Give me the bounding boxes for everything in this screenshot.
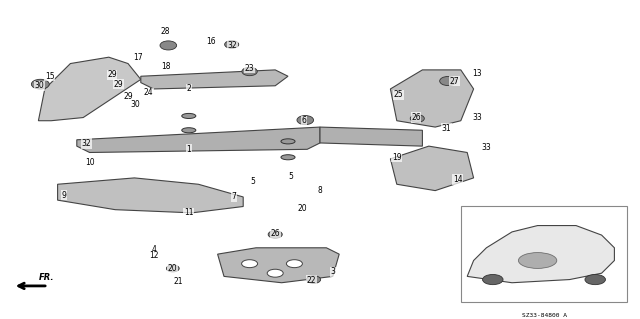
Text: 20: 20 [168, 264, 178, 273]
Text: 20: 20 [297, 204, 307, 212]
Text: 31: 31 [441, 123, 451, 132]
Text: 12: 12 [149, 251, 158, 260]
Text: 26: 26 [270, 229, 280, 238]
Polygon shape [390, 70, 474, 127]
Text: SZ33-84800 A: SZ33-84800 A [522, 313, 566, 318]
Ellipse shape [160, 41, 177, 50]
Text: 14: 14 [452, 175, 463, 184]
Ellipse shape [281, 155, 295, 160]
Text: 5: 5 [250, 177, 255, 186]
Text: 18: 18 [162, 62, 171, 71]
Ellipse shape [31, 79, 49, 89]
Text: 16: 16 [206, 37, 216, 46]
Ellipse shape [242, 260, 258, 268]
Polygon shape [218, 248, 339, 283]
Text: 7: 7 [231, 192, 236, 202]
Text: 5: 5 [289, 172, 294, 181]
Polygon shape [58, 178, 243, 213]
Text: 24: 24 [143, 88, 154, 97]
Ellipse shape [585, 274, 605, 285]
Text: 2: 2 [186, 85, 191, 93]
Text: 25: 25 [394, 90, 404, 99]
Text: 32: 32 [81, 139, 92, 148]
Text: 3: 3 [330, 267, 335, 276]
Bar [461, 206, 627, 302]
Text: 33: 33 [481, 143, 492, 152]
Text: 13: 13 [472, 69, 482, 78]
Text: 9: 9 [61, 191, 67, 200]
Ellipse shape [182, 114, 196, 118]
Text: 30: 30 [35, 81, 45, 90]
Ellipse shape [225, 41, 239, 48]
Ellipse shape [166, 265, 179, 272]
Polygon shape [141, 70, 288, 89]
Ellipse shape [242, 67, 257, 76]
Text: 27: 27 [449, 77, 460, 85]
Text: 10: 10 [84, 158, 95, 167]
Polygon shape [320, 127, 422, 146]
Ellipse shape [440, 77, 456, 85]
Text: 29: 29 [113, 80, 124, 89]
Polygon shape [77, 127, 320, 152]
Ellipse shape [297, 115, 314, 125]
Polygon shape [390, 146, 474, 191]
Text: 21: 21 [173, 277, 182, 286]
Text: 30: 30 [131, 100, 141, 109]
Text: 8: 8 [317, 186, 323, 195]
Text: FR.: FR. [38, 273, 54, 282]
Text: 29: 29 [123, 93, 133, 101]
Ellipse shape [307, 276, 321, 283]
Text: 15: 15 [45, 72, 55, 81]
Ellipse shape [182, 128, 196, 133]
Text: 11: 11 [184, 208, 193, 217]
Ellipse shape [483, 274, 503, 285]
Text: 32: 32 [227, 41, 237, 50]
Polygon shape [467, 226, 614, 283]
Ellipse shape [287, 260, 303, 268]
Text: 17: 17 [132, 53, 143, 62]
Text: 26: 26 [411, 113, 421, 122]
Text: 1: 1 [186, 145, 191, 154]
Text: 6: 6 [301, 116, 307, 125]
Text: 22: 22 [307, 276, 316, 285]
Text: 33: 33 [472, 113, 482, 122]
Text: 28: 28 [161, 27, 170, 36]
Ellipse shape [518, 253, 557, 269]
Ellipse shape [281, 139, 295, 144]
Text: 23: 23 [244, 64, 255, 73]
Ellipse shape [268, 231, 282, 238]
Text: 4: 4 [151, 245, 156, 254]
Text: 29: 29 [107, 70, 117, 79]
Ellipse shape [268, 269, 283, 277]
Polygon shape [38, 57, 141, 121]
Text: 19: 19 [392, 153, 402, 162]
Ellipse shape [410, 115, 424, 122]
